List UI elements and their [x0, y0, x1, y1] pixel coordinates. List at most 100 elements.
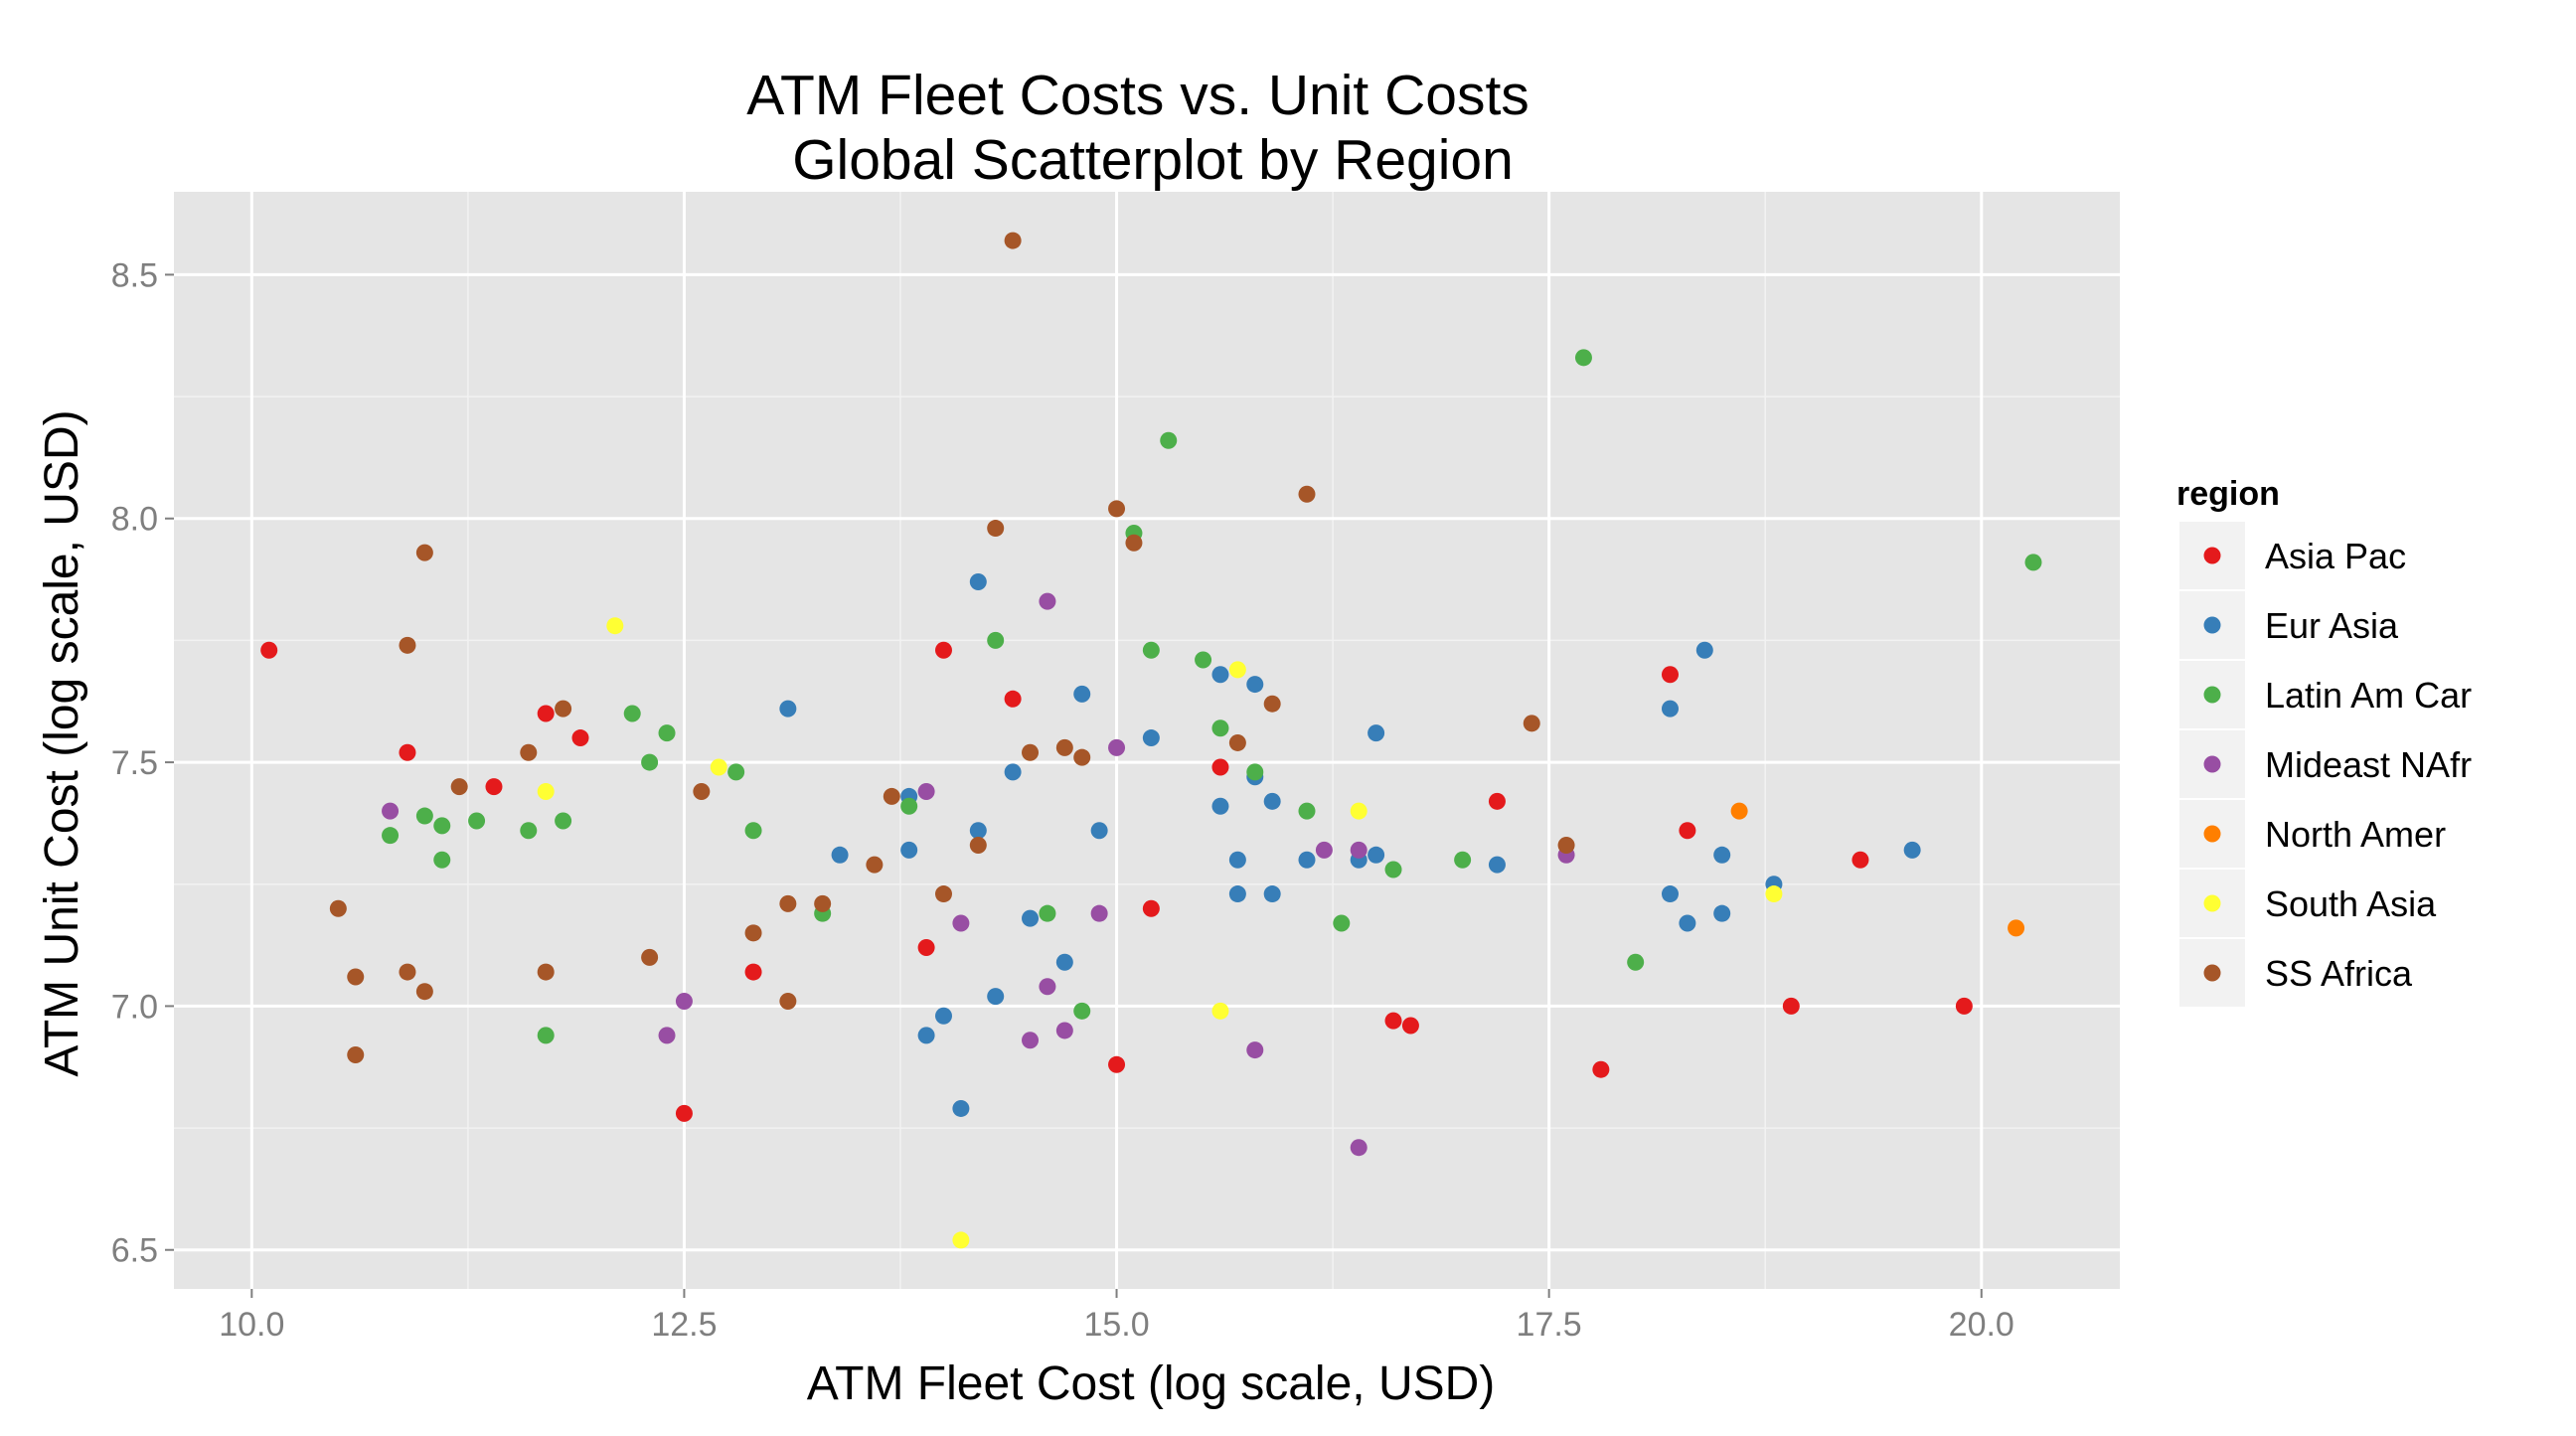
data-point-latin-am-car [658, 724, 676, 742]
data-point-eur-asia [1695, 641, 1713, 659]
data-point-latin-am-car [1142, 641, 1160, 659]
legend: region Asia Pac Eur Asia Latin Am Car Midea… [2176, 475, 2472, 1007]
data-point-mideast-nafr [1246, 1041, 1264, 1059]
legend-dot-eur-asia [2203, 616, 2221, 634]
data-point-latin-am-car [1246, 763, 1264, 781]
data-point-eur-asia [1679, 914, 1696, 932]
data-point-ss-africa [693, 783, 711, 801]
data-point-south-asia [1211, 1002, 1229, 1020]
data-point-asia-pac [1955, 997, 1973, 1015]
data-point-eur-asia [1903, 841, 1921, 859]
y-tick-label: 6.5 [111, 1232, 158, 1270]
data-point-ss-africa [520, 743, 538, 761]
legend-label-ss-africa: SS Africa [2265, 953, 2413, 994]
data-point-mideast-nafr [1350, 1139, 1368, 1157]
data-point-ss-africa [1055, 738, 1073, 756]
data-point-ss-africa [1108, 500, 1126, 518]
data-point-mideast-nafr [1022, 1032, 1040, 1049]
legend-label-asia-pac: Asia Pac [2265, 536, 2406, 576]
data-point-eur-asia [1488, 856, 1506, 874]
data-point-south-asia [1350, 802, 1368, 820]
data-point-south-asia [1228, 661, 1246, 679]
data-point-latin-am-car [468, 812, 486, 830]
legend-items: Asia Pac Eur Asia Latin Am Car Mideast NAfr… [2179, 522, 2472, 1007]
minor-gridlines [174, 192, 2120, 1289]
data-point-asia-pac [537, 705, 555, 722]
chart-title-line-2: Global Scatterplot by Region [792, 128, 1514, 192]
data-point-ss-africa [883, 787, 900, 805]
data-point-asia-pac [485, 778, 503, 796]
data-point-ss-africa [1073, 748, 1091, 766]
data-point-ss-africa [1022, 743, 1040, 761]
data-point-eur-asia [1263, 885, 1281, 903]
data-point-ss-africa [1523, 715, 1540, 732]
data-point-eur-asia [934, 1007, 952, 1025]
data-point-ss-africa [399, 636, 416, 654]
x-tick-label: 15.0 [1083, 1306, 1149, 1344]
data-point-eur-asia [1142, 729, 1160, 747]
data-point-asia-pac [1384, 1012, 1402, 1030]
data-point-eur-asia [1368, 846, 1385, 864]
data-point-asia-pac [399, 743, 416, 761]
chart-title-line-1: ATM Fleet Costs vs. Unit Costs [746, 64, 1530, 127]
data-point-ss-africa [450, 778, 468, 796]
data-point-latin-am-car [744, 822, 762, 840]
data-point-eur-asia [917, 1027, 935, 1044]
y-tick-label: 7.0 [111, 988, 158, 1026]
data-point-asia-pac [1401, 1017, 1419, 1035]
data-point-asia-pac [1142, 899, 1160, 917]
data-point-latin-am-car [641, 753, 659, 771]
data-point-ss-africa [744, 924, 762, 942]
data-point-south-asia [606, 617, 624, 635]
data-point-latin-am-car [727, 763, 745, 781]
data-point-eur-asia [1211, 666, 1229, 684]
data-point-asia-pac [260, 641, 278, 659]
y-tick-label: 7.5 [111, 744, 158, 782]
data-point-mideast-nafr [1108, 738, 1126, 756]
data-point-north-amer [2008, 919, 2025, 937]
data-point-ss-africa [1125, 534, 1143, 552]
data-point-eur-asia [969, 573, 987, 591]
legend-dot-mideast-nafr [2203, 755, 2221, 773]
data-point-eur-asia [1090, 822, 1108, 840]
data-point-latin-am-car [1160, 431, 1178, 449]
data-point-mideast-nafr [1039, 592, 1056, 610]
data-point-ss-africa [329, 899, 347, 917]
y-tick-label: 8.5 [111, 256, 158, 294]
data-point-ss-africa [866, 856, 884, 874]
data-point-ss-africa [1557, 836, 1575, 854]
data-point-mideast-nafr [952, 914, 970, 932]
data-point-south-asia [952, 1231, 970, 1249]
data-point-north-amer [1730, 802, 1748, 820]
data-point-eur-asia [987, 988, 1005, 1006]
data-point-mideast-nafr [1350, 841, 1368, 859]
legend-label-eur-asia: Eur Asia [2265, 605, 2399, 646]
data-point-ss-africa [415, 983, 433, 1001]
data-point-eur-asia [1713, 904, 1731, 922]
data-point-latin-am-car [382, 827, 400, 845]
data-point-ss-africa [814, 894, 832, 912]
data-point-eur-asia [1263, 792, 1281, 810]
data-point-latin-am-car [520, 822, 538, 840]
data-point-eur-asia [1298, 851, 1316, 869]
y-axis-title: ATM Unit Cost (log scale, USD) [36, 409, 88, 1076]
data-point-eur-asia [831, 846, 849, 864]
data-point-eur-asia [969, 822, 987, 840]
x-tick-label: 10.0 [219, 1306, 284, 1344]
data-point-eur-asia [1004, 763, 1022, 781]
legend-dot-latin-am-car [2203, 686, 2221, 704]
data-point-asia-pac [934, 641, 952, 659]
data-point-asia-pac [1852, 851, 1869, 869]
data-point-ss-africa [779, 993, 797, 1011]
data-point-asia-pac [1108, 1055, 1126, 1073]
data-point-latin-am-car [433, 817, 451, 835]
data-point-eur-asia [900, 841, 918, 859]
data-point-latin-am-car [987, 631, 1005, 649]
data-point-ss-africa [1263, 695, 1281, 713]
data-point-asia-pac [744, 963, 762, 981]
data-point-mideast-nafr [1090, 904, 1108, 922]
data-point-south-asia [1765, 885, 1783, 903]
legend-dot-south-asia [2203, 894, 2221, 912]
